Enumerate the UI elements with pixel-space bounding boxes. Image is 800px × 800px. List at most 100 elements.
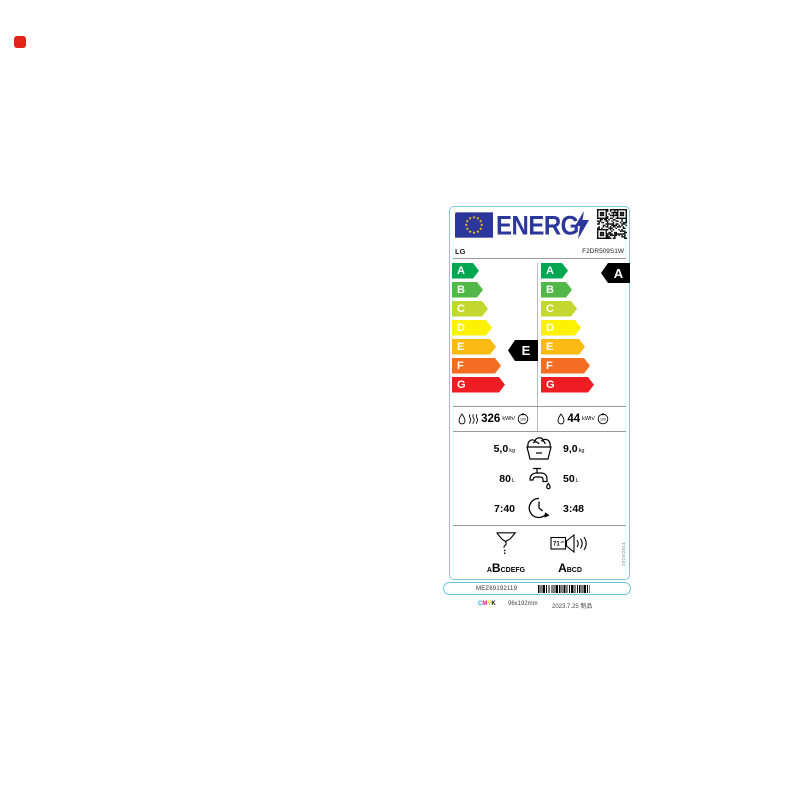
grade-arrow: F (541, 358, 590, 374)
class-indicator-wash-cycle: A (601, 263, 630, 283)
grade-arrow: F (452, 358, 501, 374)
energy-complete-cycle: 326 kWh/ 100 (450, 408, 537, 430)
per-100-cycles-icon: 100 (517, 413, 529, 425)
grade-arrow: A (452, 263, 479, 279)
svg-text:100: 100 (520, 418, 526, 422)
clock-icon (528, 497, 550, 519)
grade-letter: B (546, 283, 554, 296)
water-drop-icon (557, 413, 565, 425)
water-complete: 80 (499, 473, 511, 485)
noise-grade: C (571, 567, 577, 574)
grade-letter: E (457, 340, 465, 353)
metrics-section: 5,0kg 9,0kg 80L 50L (456, 433, 622, 523)
noise-grade: D (576, 567, 582, 574)
water-drop-icon (458, 413, 466, 425)
spin-grade-selected: B (491, 561, 501, 575)
capacity-complete: 5,0 (493, 443, 509, 455)
grade-arrow: D (541, 320, 581, 336)
energy-value: 326 (481, 413, 501, 425)
grade-arrow: G (452, 377, 505, 393)
water-unit: L (511, 478, 515, 484)
supplier-name: LG (455, 247, 466, 256)
grade-arrow: D (452, 320, 492, 336)
capacity-wash: 9,0 (563, 443, 578, 455)
spin-grade-letters: ABCDEFG (474, 562, 538, 577)
capacity-row: 5,0kg 9,0kg (456, 433, 622, 463)
spin-grade: A (486, 567, 492, 574)
grade-letter: G (457, 378, 466, 391)
regulation-number: 2019/2014 (621, 542, 626, 566)
laundry-basket-icon (526, 436, 552, 460)
grade-arrow: A (541, 263, 568, 279)
label-size-note: 96x192mm (508, 601, 538, 607)
grade-letter: D (546, 321, 554, 334)
spin-dry-icon (496, 532, 517, 555)
yellow-mark: Y (487, 601, 492, 607)
noise-grade-selected: A (558, 561, 567, 575)
label-date-note: 2023.7.25 制品 (552, 604, 593, 610)
divider-line (453, 258, 626, 259)
duration-row: 7:40 3:48 (456, 493, 622, 523)
water-unit: L (575, 478, 579, 484)
print-color-marks: CMYK (478, 601, 496, 607)
noise-speaker-icon: 71 dB (550, 533, 587, 554)
energ-wordmark: ENERG (496, 211, 579, 242)
black-mark: K (491, 601, 496, 607)
svg-text:100: 100 (600, 418, 606, 422)
grade-letter: A (546, 264, 554, 277)
grade-letter: A (457, 264, 465, 277)
class-indicator-complete-cycle: E (508, 340, 538, 361)
grade-arrow: C (541, 301, 577, 317)
cyan-mark: C (478, 601, 483, 607)
capacity-unit: kg (578, 448, 585, 454)
energy-unit: kWh/ (502, 416, 515, 422)
grade-arrow: C (452, 301, 488, 317)
grade-arrow: B (541, 282, 572, 298)
heat-steam-icon (469, 414, 479, 424)
divider-line (453, 525, 626, 526)
grade-letter: D (457, 321, 465, 334)
water-tap-icon (529, 467, 551, 490)
svg-text:71: 71 (553, 542, 560, 548)
part-number: MEZ69192119 (476, 585, 518, 592)
scale-wash-cycle: A B C D E F G (541, 263, 594, 393)
scale-complete-cycle: A B C D E F G (452, 263, 505, 393)
grade-letter: C (457, 302, 465, 315)
grade-letter: E (546, 340, 554, 353)
eu-flag-icon (455, 212, 493, 238)
magenta-mark: M (482, 601, 488, 607)
qr-code-icon (597, 209, 627, 239)
model-number: F2DR509S1W (582, 248, 624, 255)
grade-arrow: G (541, 377, 594, 393)
svg-text:dB: dB (561, 540, 565, 544)
lightning-bolt-icon (575, 211, 589, 239)
spin-grade: C (500, 567, 506, 574)
duration-wash: 3:48 (563, 503, 585, 515)
grade-letter: F (457, 359, 464, 372)
energy-unit: kWh/ (582, 416, 595, 422)
barcode-icon (538, 584, 590, 593)
spin-class-group: ABCDEFG (474, 530, 538, 577)
energy-label: ENERG LG F2DR509S1W A B C D E F G A B C … (449, 206, 630, 580)
retailer-logo-mark (14, 36, 26, 48)
energy-wash-cycle: 44 kWh/ 100 (538, 408, 628, 430)
noise-grade-letters: ABCD (546, 562, 594, 577)
grade-letter: C (546, 302, 554, 315)
divider-line (453, 406, 626, 407)
grade-letter: G (546, 378, 555, 391)
noise-class-group: 71 dB ABCD (546, 532, 594, 577)
grade-arrow: E (541, 339, 585, 355)
per-100-cycles-icon: 100 (597, 413, 608, 425)
spin-grade: G (519, 567, 526, 574)
divider-line (453, 431, 626, 432)
duration-complete: 7:40 (493, 503, 515, 515)
grade-arrow: B (452, 282, 483, 298)
spin-grade: F (515, 567, 520, 574)
water-wash: 50 (563, 473, 575, 485)
spin-grade: D (505, 567, 511, 574)
spin-grade: E (510, 567, 516, 574)
energy-value: 44 (567, 413, 581, 425)
grade-arrow: E (452, 339, 496, 355)
part-number-pill: MEZ69192119 (443, 582, 631, 595)
water-row: 80L 50L (456, 463, 622, 493)
